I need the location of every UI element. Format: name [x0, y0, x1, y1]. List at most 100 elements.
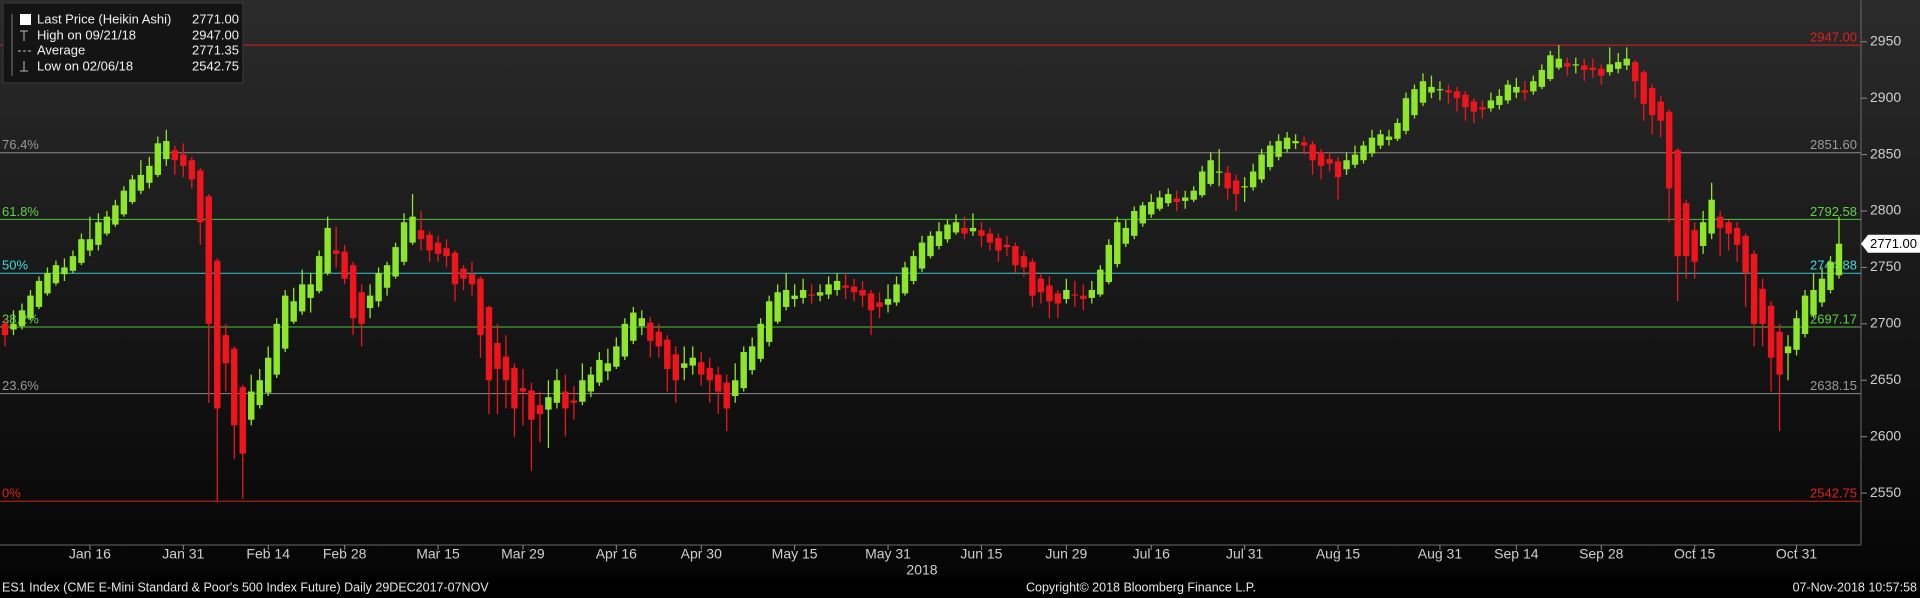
candle-body — [884, 299, 892, 305]
level-label: 23.6% — [2, 378, 39, 393]
candle-body — [562, 391, 569, 409]
candle-body — [146, 165, 153, 183]
candle-body — [1462, 94, 1469, 108]
candle-body — [664, 339, 671, 369]
candle-body — [732, 380, 739, 397]
candle-body — [1300, 142, 1308, 146]
candle-body — [1088, 289, 1096, 298]
candle-body — [1326, 159, 1333, 164]
candle-body — [1725, 222, 1732, 234]
x-tick-label: May 15 — [772, 546, 818, 562]
candle-body — [927, 235, 934, 257]
candle-body — [443, 248, 450, 257]
candle-body — [1767, 305, 1775, 358]
candle-body — [409, 216, 416, 243]
x-tick-label: Aug 15 — [1316, 546, 1361, 562]
candle-body — [757, 323, 764, 359]
candle-body — [52, 265, 60, 284]
level-label: 61.8% — [2, 204, 39, 219]
candle-body — [596, 359, 603, 383]
level-value-label: 2638.15 — [1810, 378, 1857, 393]
candle-body — [570, 400, 578, 403]
x-tick-label: Jun 15 — [960, 546, 1002, 562]
candle-body — [867, 293, 875, 311]
candle-body — [154, 143, 162, 175]
candle-body — [35, 280, 43, 307]
candle-body — [613, 346, 620, 367]
candle-body — [1445, 90, 1452, 93]
legend-swatch — [20, 14, 31, 25]
candle-body — [358, 292, 365, 324]
legend-value: 2947.00 — [192, 27, 239, 42]
candle-body — [1054, 293, 1062, 304]
candle-body — [1148, 201, 1155, 215]
candle-body — [1776, 331, 1783, 375]
candle-body — [239, 387, 246, 454]
y-tick-label: 2900 — [1870, 89, 1901, 105]
candle-body — [298, 284, 306, 312]
x-tick-label: Jul 31 — [1226, 546, 1264, 562]
candle-body — [1097, 269, 1104, 295]
candles — [1, 45, 1843, 502]
candle-body — [112, 205, 119, 225]
candle-body — [1674, 150, 1681, 257]
candle-body — [655, 331, 662, 347]
candle-body — [1266, 145, 1274, 167]
candle-body — [1742, 235, 1749, 274]
candle-body — [460, 268, 467, 279]
candle-body — [1012, 245, 1019, 266]
candle-body — [61, 267, 68, 275]
candle-body — [1198, 171, 1206, 196]
x-tick-label: Feb 14 — [246, 546, 290, 562]
candle-body — [1818, 278, 1826, 303]
legend-value: 2542.75 — [192, 58, 239, 73]
candle-body — [1241, 186, 1248, 188]
candle-body — [502, 356, 510, 381]
y-tick-label: 2800 — [1870, 202, 1901, 218]
candle-body — [825, 284, 832, 295]
candle-body — [1156, 197, 1163, 209]
candle-body — [10, 323, 17, 330]
candle-body — [961, 227, 968, 234]
candle-body — [1649, 88, 1656, 116]
candle-body — [1334, 161, 1342, 178]
candle-body — [935, 231, 943, 246]
candle-body — [451, 252, 459, 285]
candle-body — [1750, 253, 1758, 324]
candle-body — [1122, 227, 1129, 244]
level-label: 50% — [2, 258, 28, 273]
candle-body — [248, 391, 255, 420]
level-value-label: 2947.00 — [1810, 30, 1857, 45]
candle-body — [689, 357, 696, 366]
candle-body — [876, 302, 883, 307]
candle-body — [1037, 278, 1045, 293]
candle-body — [1343, 160, 1350, 170]
level-value-label: 2851.60 — [1810, 137, 1857, 152]
candle-body — [1665, 111, 1673, 189]
candle-body — [1470, 101, 1478, 112]
candle-body — [1190, 190, 1197, 200]
candle-body — [545, 397, 552, 410]
candle-body — [706, 367, 713, 381]
candle-body — [180, 154, 187, 166]
candle-body — [281, 295, 289, 349]
candle-body — [1385, 136, 1393, 140]
x-tick-label: Sep 28 — [1579, 546, 1624, 562]
levels: 0%2542.7523.6%2638.1538.2%2697.1750%2744… — [0, 30, 1861, 502]
candle-body — [1173, 198, 1180, 202]
level-value-label: 2542.75 — [1810, 486, 1857, 501]
x-tick-label: Sep 14 — [1494, 546, 1539, 562]
level-value-label: 2792.58 — [1810, 204, 1857, 219]
legend-value: 2771.35 — [192, 42, 239, 57]
candle-body — [791, 295, 798, 300]
candle-body — [1071, 294, 1079, 296]
candle-body — [137, 174, 145, 191]
candle-body — [188, 160, 195, 180]
candle-body — [290, 301, 297, 322]
candle-body — [1419, 81, 1427, 103]
candle-body — [1699, 222, 1707, 246]
candle-body — [468, 274, 476, 285]
candle-body — [1377, 134, 1384, 146]
candle-body — [1615, 62, 1622, 69]
candle-body — [698, 362, 705, 375]
